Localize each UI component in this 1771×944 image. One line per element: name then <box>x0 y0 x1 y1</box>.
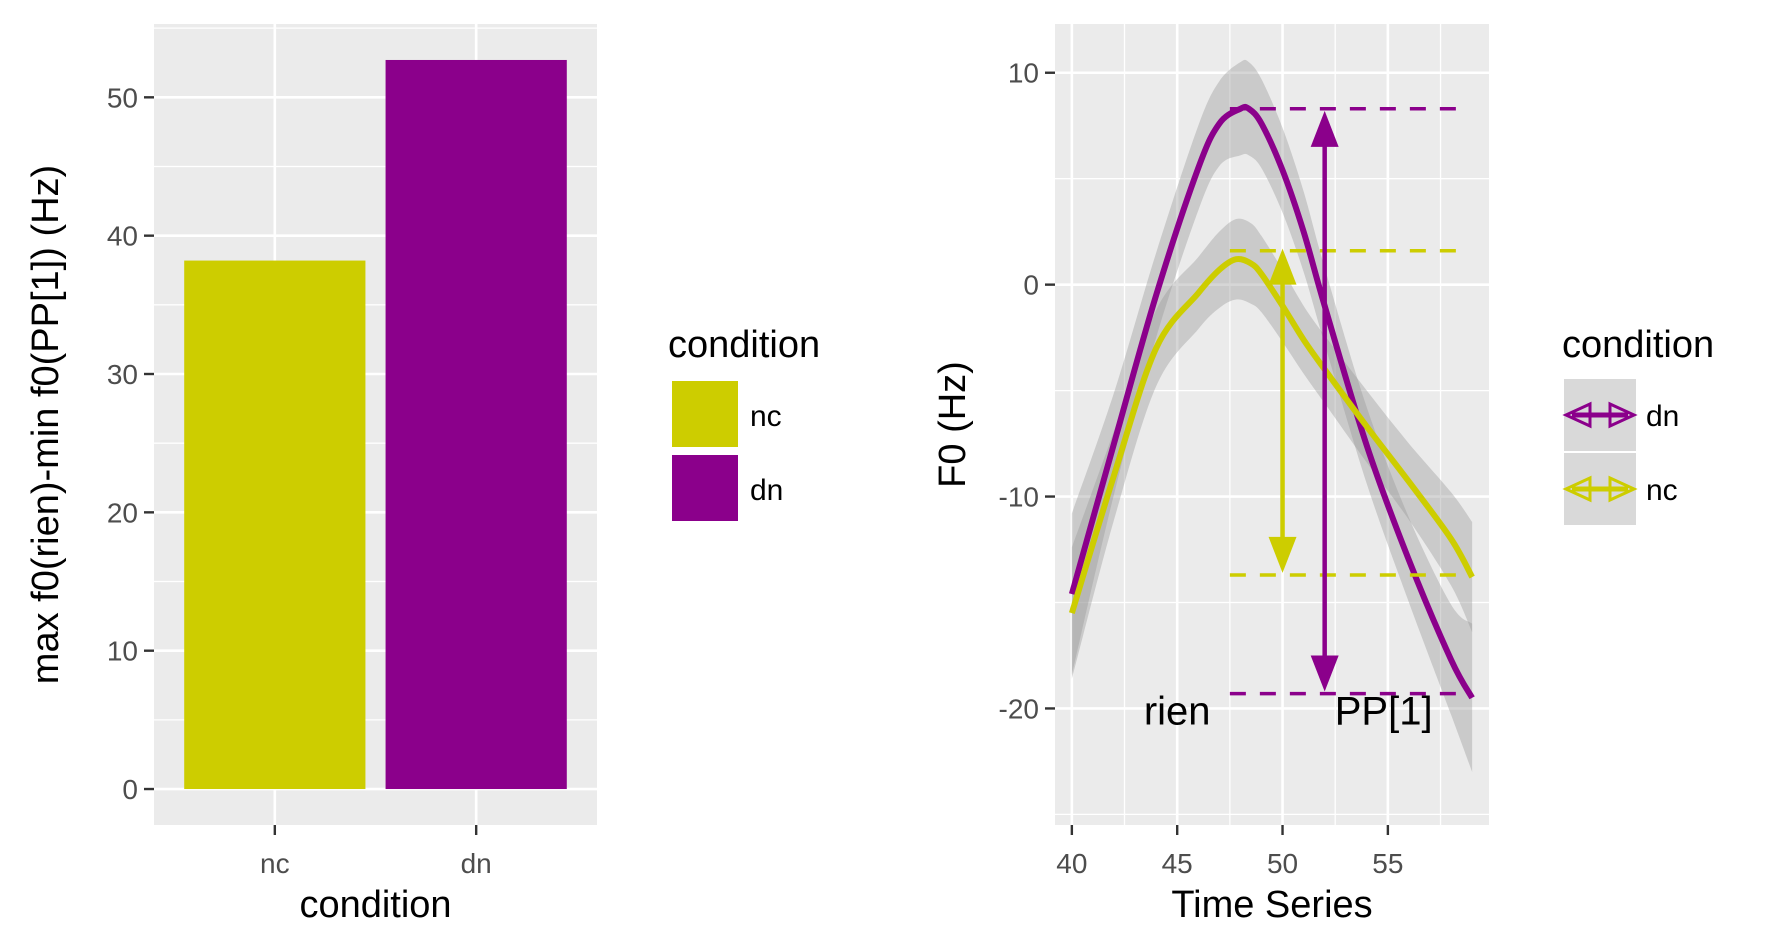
bar-y-tick-label: 30 <box>107 359 138 390</box>
bar-x-tick-label: dn <box>461 848 492 879</box>
bar-y-tick-label: 20 <box>107 497 138 528</box>
annotation-pp1: PP[1] <box>1335 690 1433 734</box>
legend-key-arrow-left <box>1562 401 1592 429</box>
line-x-tick-label: 50 <box>1267 848 1298 879</box>
bar-x-axis-title: condition <box>299 884 451 926</box>
line-x-tick-label: 45 <box>1162 848 1193 879</box>
line-legend: condition dn nc <box>1562 324 1714 525</box>
bar-y-tick-label: 50 <box>107 82 138 113</box>
line-legend-label-nc: nc <box>1646 474 1678 507</box>
bar-y-tick-label: 40 <box>107 221 138 252</box>
bar-chart: 0 10 20 30 40 50 nc dn condition max f0(rien)-m… <box>25 24 597 926</box>
line-y-tick-label: 10 <box>1008 58 1039 89</box>
legend-key-arrow-left <box>1562 475 1592 503</box>
bar-legend-key-dn <box>672 455 738 521</box>
bar-nc <box>184 260 366 790</box>
bar-y-tick-label: 0 <box>122 774 138 805</box>
line-legend-key-nc <box>1562 475 1638 503</box>
bar-y-axis-title: max f0(rien)-min f0(PP[1]) (Hz) <box>25 165 67 684</box>
line-legend-label-dn: dn <box>1646 400 1679 433</box>
line-y-tick-label: -20 <box>999 693 1039 724</box>
ci-band-nc <box>1071 218 1473 679</box>
bar-y-tick-label: 10 <box>107 636 138 667</box>
line-legend-key-dn <box>1562 401 1638 429</box>
line-y-tick-label: 0 <box>1023 270 1039 301</box>
arrowhead-bottom-nc <box>1268 536 1297 573</box>
line-legend-title: condition <box>1562 324 1714 366</box>
reference-lines <box>1229 107 1462 696</box>
bar-legend: condition nc dn <box>668 324 820 521</box>
bar-x-tick-label: nc <box>260 848 290 879</box>
line-x-tick-label: 55 <box>1372 848 1403 879</box>
series-line-nc <box>1068 255 1475 614</box>
line-y-axis-title: F0 (Hz) <box>932 361 974 488</box>
bar-axis-ticks: 0 10 20 30 40 50 nc dn <box>107 82 492 879</box>
bar-legend-title: condition <box>668 324 820 366</box>
bar-legend-label-dn: dn <box>750 474 783 507</box>
series-lines <box>1068 103 1475 700</box>
bar-legend-label-nc: nc <box>750 400 782 433</box>
bar-dn <box>385 59 567 790</box>
series-line-dn <box>1068 103 1475 700</box>
annotations: rien PP[1] <box>1144 690 1433 734</box>
arrowhead-bottom-dn <box>1310 655 1339 692</box>
legend-key-arrow-right <box>1608 475 1638 503</box>
arrowhead-top-nc <box>1268 248 1297 285</box>
line-y-tick-label: -10 <box>999 482 1039 513</box>
range-arrows <box>1268 110 1339 692</box>
line-x-tick-label: 40 <box>1056 848 1087 879</box>
bar-legend-key-nc <box>672 381 738 447</box>
line-axis-ticks: 10 0 -10 -20 40 45 50 55 <box>999 58 1404 879</box>
arrowhead-top-dn <box>1310 110 1339 147</box>
legend-key-arrow-right <box>1608 401 1638 429</box>
bars <box>184 59 567 790</box>
line-x-axis-title: Time Series <box>1171 884 1372 926</box>
annotation-rien: rien <box>1144 690 1211 734</box>
